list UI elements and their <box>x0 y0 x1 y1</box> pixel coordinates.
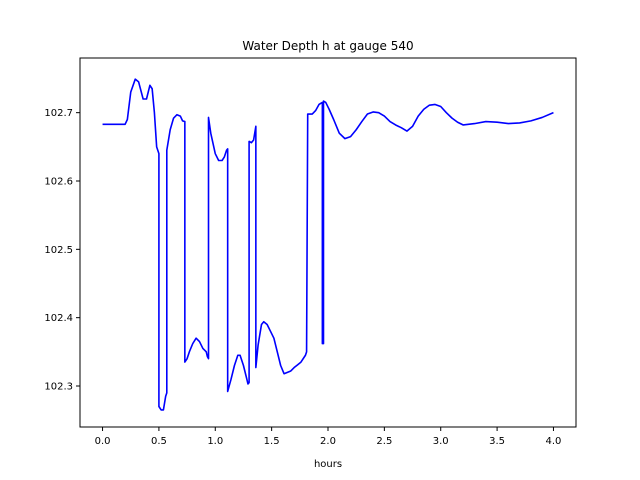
chart-title: Water Depth h at gauge 540 <box>242 39 413 53</box>
y-axis-ticks: 102.3 102.4 102.5 102.6 102.7 <box>44 108 80 393</box>
y-tick-label: 102.6 <box>44 177 73 188</box>
x-tick-label: 3.5 <box>489 436 505 447</box>
x-tick-label: 3.0 <box>433 436 449 447</box>
y-tick-label: 102.5 <box>44 245 73 256</box>
series-line <box>102 78 554 411</box>
x-tick-label: 1.5 <box>264 436 280 447</box>
x-tick-label: 2.5 <box>376 436 392 447</box>
y-tick-label: 102.3 <box>44 382 73 393</box>
x-tick-label: 0.0 <box>95 436 111 447</box>
y-tick-label: 102.7 <box>44 108 73 119</box>
x-tick-label: 2.0 <box>320 436 336 447</box>
x-tick-label: 1.0 <box>207 436 223 447</box>
y-tick-label: 102.4 <box>44 313 73 324</box>
x-axis-ticks: 0.0 0.5 1.0 1.5 2.0 2.5 3.0 3.5 4.0 <box>95 427 562 447</box>
x-tick-label: 4.0 <box>546 436 562 447</box>
x-axis-label: hours <box>314 459 342 470</box>
plot-area <box>80 58 576 427</box>
x-tick-label: 0.5 <box>151 436 167 447</box>
